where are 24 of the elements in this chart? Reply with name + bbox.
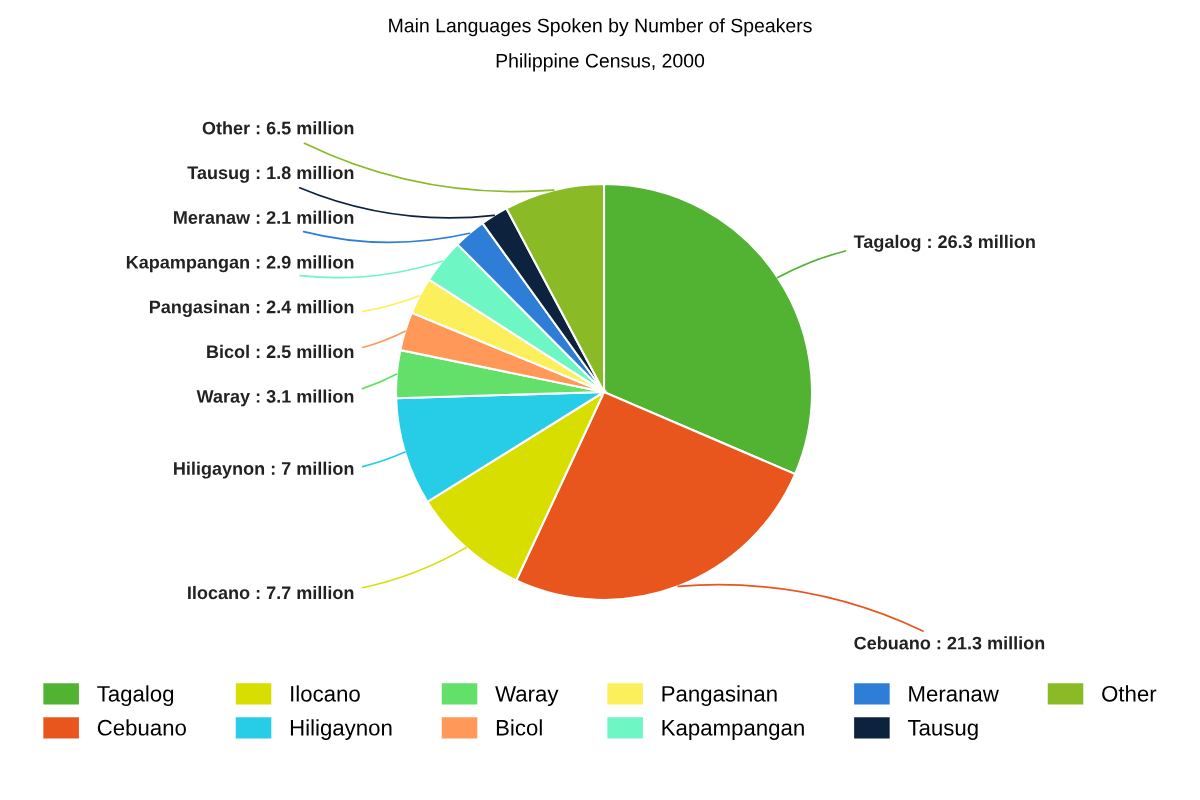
data-label: Meranaw : 2.1 million (174, 210, 354, 224)
legend-label: Cebuano (97, 719, 186, 736)
data-label: Ilocano : 7.7 million (188, 585, 354, 600)
data-label: Bicol : 2.5 million (207, 344, 354, 359)
legend-label: Other (1102, 685, 1157, 702)
data-label: Pangasinan : 2.4 million (149, 300, 354, 317)
chart-subtitle: Philippine Census, 2000 (496, 53, 705, 72)
data-label: Kapampangan : 2.9 million (126, 255, 354, 273)
data-label: Hiligaynon : 7 million (174, 461, 354, 479)
legend-label: Pangasinan (662, 685, 777, 707)
legend-label: Tagalog (97, 685, 174, 707)
legend-label: Kapampangan (662, 720, 804, 740)
legend-label: Waray (495, 686, 559, 707)
legend-label: Meranaw (909, 686, 999, 702)
legend-label: Ilocano (291, 685, 360, 702)
chart-title: Main Languages Spoken by Number of Speakers (389, 18, 812, 37)
legend-label: Hiligaynon (290, 719, 392, 740)
data-label: Cebuano : 21.3 million (854, 636, 1045, 650)
legend-label: Bicol (496, 719, 542, 736)
data-label: Tausug : 1.8 million (187, 165, 354, 183)
data-label: Other : 6.5 million (202, 121, 354, 135)
legend-label: Tausug (907, 720, 978, 740)
data-label: Waray : 3.1 million (196, 389, 354, 407)
data-label: Tagalog : 26.3 million (853, 234, 1035, 252)
